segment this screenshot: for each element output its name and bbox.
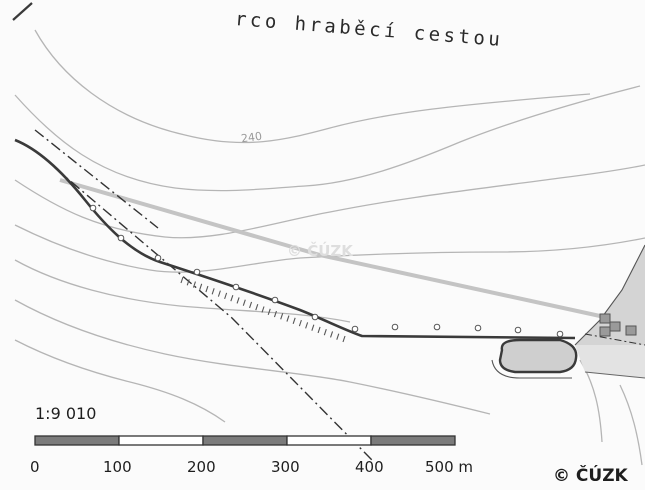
road-markers (89, 204, 564, 338)
hatch-tick (342, 335, 346, 343)
contour-line (34, 29, 591, 144)
road-stub (12, 2, 33, 21)
hatch-tick (186, 279, 190, 286)
hatch-tick (261, 306, 265, 313)
hatch-tick (286, 315, 290, 322)
scale-tick-label: 100 (103, 458, 132, 476)
main-road (14, 138, 576, 340)
hatch-tick (323, 329, 327, 336)
scale-ratio: 1:9 010 (35, 404, 97, 423)
hatch-tick (273, 310, 277, 318)
hatch-tick (267, 308, 271, 315)
hatch-tick (211, 288, 215, 295)
contour-line (14, 164, 645, 239)
scale-tick-label: 200 (187, 458, 216, 476)
scale-tick-label: 0 (30, 458, 40, 476)
contour-line (619, 384, 643, 466)
pond (491, 338, 578, 379)
contour-lines (14, 29, 645, 466)
built-area (574, 244, 645, 379)
hatch-tick (317, 326, 321, 334)
hatch-tick (292, 317, 296, 325)
embankment-hatching (180, 276, 346, 343)
contour-line (14, 85, 641, 192)
scale-tick-label: 400 (355, 458, 384, 476)
hatch-tick (280, 313, 284, 320)
hatch-tick (249, 301, 253, 309)
hatch-tick (199, 283, 203, 290)
contour-line (14, 259, 351, 323)
hatch-tick (224, 292, 228, 300)
scale-tick-label: 300 (271, 458, 300, 476)
hatch-tick (230, 294, 234, 302)
contour-line (14, 224, 645, 273)
hatch-tick (305, 322, 309, 329)
hatch-tick (255, 304, 259, 311)
hatch-tick (311, 324, 315, 331)
hatch-tick (180, 276, 184, 284)
hatch-tick (236, 297, 240, 304)
boundary-line (34, 129, 373, 461)
hatch-tick (205, 285, 209, 293)
contour-line (14, 339, 226, 423)
hatch-tick (217, 290, 221, 297)
hatch-tick (298, 319, 302, 327)
contour-line (14, 299, 491, 415)
hatch-tick (330, 331, 334, 338)
hatch-tick (192, 281, 196, 288)
scale-bar (34, 435, 456, 446)
copyright-notice: © ČÚZK (553, 466, 628, 486)
hatch-tick (336, 333, 340, 340)
watermark: © ČÚZK (287, 242, 353, 260)
hatch-tick (242, 299, 246, 306)
scale-tick-label: 500 m (425, 458, 474, 476)
trail-line (59, 178, 601, 318)
